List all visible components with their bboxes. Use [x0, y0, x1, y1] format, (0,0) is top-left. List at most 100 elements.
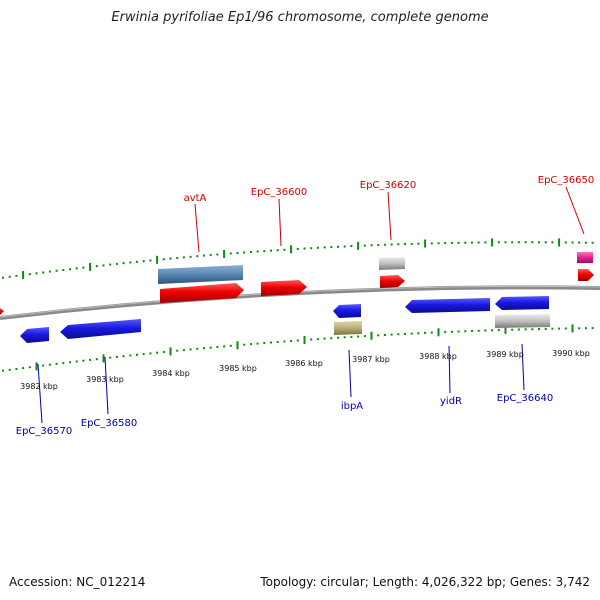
minor-tick	[290, 340, 293, 342]
minor-tick	[323, 246, 326, 249]
minor-tick	[75, 267, 78, 270]
EpC_36650-gene-arrow[interactable]	[578, 269, 594, 281]
minor-tick	[497, 329, 500, 332]
minor-tick	[35, 272, 38, 275]
minor-tick	[591, 241, 594, 244]
gene-label-EpC_36570: EpC_36570	[16, 426, 72, 437]
major-tick	[303, 336, 306, 344]
minor-tick	[102, 264, 105, 267]
minor-tick	[176, 349, 179, 352]
minor-tick	[82, 359, 85, 362]
minor-tick	[504, 241, 507, 244]
minor-tick	[491, 329, 494, 332]
minor-tick	[544, 241, 547, 244]
minor-tick	[484, 329, 487, 332]
minor-tick	[296, 247, 299, 250]
reverse-tick-row	[2, 324, 594, 372]
minor-tick	[28, 273, 31, 276]
forward-tick-row	[2, 238, 594, 279]
minor-tick	[69, 361, 71, 364]
minor-tick	[517, 241, 520, 244]
minor-tick	[350, 335, 353, 338]
minor-tick	[551, 241, 554, 244]
minor-tick	[310, 247, 313, 250]
major-tick	[156, 255, 159, 264]
scale-label: 3987 kbp	[352, 355, 390, 364]
major-tick	[370, 331, 373, 340]
minor-tick	[457, 241, 460, 244]
minor-tick	[571, 241, 574, 244]
minor-tick	[410, 332, 413, 335]
minor-tick	[316, 338, 319, 341]
minor-tick	[129, 261, 132, 264]
minor-tick	[464, 241, 467, 244]
minor-tick	[303, 247, 306, 250]
minor-tick	[471, 330, 473, 332]
minor-tick	[69, 268, 71, 271]
EpC_36600-label-leader	[278, 198, 282, 247]
minor-tick	[122, 262, 125, 265]
minor-tick	[95, 265, 98, 268]
minor-tick	[377, 334, 380, 337]
EpC_36650-misc-feature[interactable]	[577, 252, 593, 263]
minor-tick	[209, 254, 212, 257]
minor-tick	[189, 348, 192, 351]
EpC_36570-gene-arrow[interactable]	[20, 327, 49, 343]
minor-tick	[330, 246, 333, 249]
EpC_36580-gene-arrow[interactable]	[60, 319, 141, 339]
EpC_36620-gene-arrow[interactable]	[380, 275, 405, 288]
gene-label-ibpA: ibpA	[341, 401, 363, 412]
EpC_36570-label-leader	[37, 363, 43, 424]
minor-tick	[142, 353, 145, 356]
minor-tick	[511, 241, 514, 244]
minor-tick	[82, 266, 85, 269]
minor-tick	[8, 368, 11, 371]
minor-tick	[477, 329, 480, 332]
minor-tick	[28, 366, 31, 369]
minor-tick	[337, 245, 339, 248]
minor-tick	[115, 262, 118, 265]
minor-tick	[410, 242, 413, 245]
minor-tick	[176, 257, 179, 259]
minor-tick	[524, 241, 527, 244]
minor-tick	[142, 260, 145, 263]
minor-tick	[377, 244, 380, 246]
minor-tick	[337, 336, 339, 339]
EpC_36640-pseudo-feature[interactable]	[495, 314, 550, 328]
minor-tick	[243, 343, 246, 346]
minor-tick	[196, 347, 199, 350]
minor-tick	[464, 330, 467, 333]
EpC_36600-gene-arrow[interactable]	[261, 280, 307, 296]
avtA-label-leader	[194, 203, 200, 253]
minor-tick	[444, 331, 447, 334]
avtA-rna-feature[interactable]	[158, 265, 243, 284]
minor-tick	[8, 275, 11, 278]
ibpA-gene-arrow[interactable]	[333, 304, 361, 318]
minor-tick	[544, 327, 547, 330]
gene-label-EpC_36620: EpC_36620	[360, 180, 416, 191]
minor-tick	[156, 351, 159, 354]
minor-tick	[42, 271, 45, 274]
minor-tick	[444, 242, 447, 245]
ibpA-support-feature[interactable]	[334, 321, 362, 335]
EpC_36640-gene-arrow[interactable]	[495, 296, 549, 310]
major-tick	[35, 362, 38, 371]
EpC_36620-pseudo-feature[interactable]	[379, 257, 405, 270]
EpC_36650-label-leader	[565, 186, 585, 235]
minor-tick	[283, 340, 286, 343]
major-tick	[491, 238, 494, 247]
minor-tick	[249, 251, 252, 253]
minor-tick	[457, 330, 460, 333]
avtA-gene-arrow[interactable]	[160, 283, 244, 303]
major-tick	[504, 325, 507, 334]
minor-tick	[136, 260, 138, 263]
minor-tick	[236, 252, 239, 254]
minor-tick	[343, 336, 346, 339]
ibpA-label-leader	[348, 349, 352, 398]
yidR-gene-arrow[interactable]	[405, 298, 490, 313]
minor-tick	[122, 355, 125, 358]
minor-tick	[189, 255, 192, 258]
minor-tick	[397, 333, 400, 336]
minor-tick	[115, 355, 118, 358]
